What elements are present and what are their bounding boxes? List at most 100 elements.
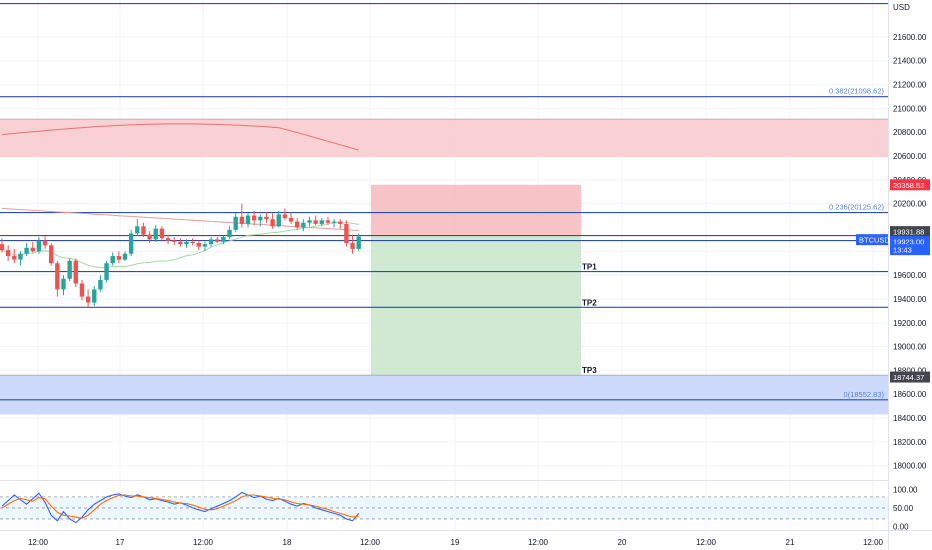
candles — [0, 203, 361, 308]
osc-d-line — [1, 494, 359, 519]
candle-body-18 — [110, 256, 115, 264]
price-tag-entry-bg — [890, 226, 930, 238]
time-label-1: 17 — [116, 538, 125, 547]
time-label-8: 12:00 — [696, 538, 717, 547]
candle-body-1 — [5, 250, 11, 257]
price-tick-10: 19400.00 — [893, 295, 927, 304]
candle-body-33 — [202, 244, 208, 247]
time-label-5: 19 — [451, 538, 460, 547]
candle-body-32 — [196, 242, 201, 247]
candle-body-41 — [251, 215, 257, 221]
stop-loss-area — [371, 184, 581, 236]
candle-body-56 — [344, 223, 349, 243]
price-tag-countdown: 13:43 — [893, 246, 912, 255]
candle-body-0 — [0, 244, 5, 251]
time-label-4: 12:00 — [360, 538, 381, 547]
time-label-2: 12:00 — [193, 538, 214, 547]
time-label-7: 20 — [618, 538, 627, 547]
price-axis-bg — [888, 0, 932, 550]
price-tag-last-bg — [890, 236, 930, 248]
candle-body-3 — [18, 253, 23, 260]
candle-body-45 — [276, 214, 281, 227]
candle-body-4 — [24, 247, 29, 254]
osc-tick-1: 50.00 — [893, 504, 914, 513]
price-tick-16: 18200.00 — [893, 438, 927, 447]
demand-zone — [0, 375, 888, 415]
candle-body-31 — [190, 241, 195, 243]
candle-body-26 — [159, 228, 165, 239]
candle-body-34 — [208, 239, 214, 245]
candle-body-43 — [264, 216, 269, 220]
horizontal-lines[interactable] — [0, 3, 888, 401]
tp-label-1: TP2 — [582, 298, 597, 307]
price-tick-0: 21600.00 — [893, 33, 927, 42]
candle-body-10 — [61, 278, 66, 290]
time-label-0: 12:00 — [28, 538, 49, 547]
currency-label: USD — [893, 3, 910, 12]
candle-body-57 — [350, 242, 355, 249]
candle-body-44 — [270, 219, 275, 227]
price-tick-11: 19200.00 — [893, 319, 927, 328]
zones — [0, 119, 888, 415]
fib-label-1: 0.236(20125.62) — [829, 203, 885, 212]
price-tag-target-bg — [890, 371, 930, 383]
ma-upper-line — [1, 123, 359, 151]
candle-body-24 — [147, 234, 152, 240]
tp-labels: TP1 TP2 TP3 — [582, 263, 597, 376]
price-tag-symbol-bg — [856, 234, 888, 246]
price-tick-7: 20200.00 — [893, 200, 927, 209]
price-tick-17: 18000.00 — [893, 462, 927, 471]
candle-body-21 — [128, 233, 134, 254]
candle-body-15 — [92, 289, 97, 303]
osc-tick-2: 0.00 — [893, 522, 909, 531]
tp-label-0: TP1 — [582, 263, 597, 272]
candle-body-16 — [98, 279, 103, 290]
candle-body-6 — [36, 240, 42, 252]
candle-body-22 — [135, 226, 140, 234]
ma-fast-line — [1, 221, 359, 269]
candle-body-58 — [356, 236, 361, 249]
price-tag-countdown-bg — [890, 244, 930, 256]
time-label-3: 18 — [283, 538, 292, 547]
fib-labels: 0.382(21098.62) 0.236(20125.62) 0(18552.83… — [829, 87, 885, 399]
candle-body-38 — [233, 216, 238, 230]
short-position-tool[interactable] — [371, 184, 581, 376]
price-tag-stop: 20358.52 — [893, 181, 924, 190]
candle-body-42 — [258, 216, 263, 221]
candle-body-48 — [295, 221, 300, 228]
candle-body-30 — [184, 241, 189, 245]
fib-label-2: 0(18552.83) — [844, 390, 885, 399]
candle-body-2 — [12, 256, 17, 260]
candle-body-46 — [282, 214, 288, 218]
candle-body-51 — [313, 220, 318, 224]
price-tick-9: 19600.00 — [893, 271, 927, 280]
candle-body-49 — [301, 222, 306, 228]
candle-body-9 — [55, 263, 60, 290]
price-tick-14: 18600.00 — [893, 390, 927, 399]
time-label-10: 12:00 — [863, 538, 884, 547]
price-tick-2: 21200.00 — [893, 81, 927, 90]
price-tag-stop-bg — [890, 179, 930, 191]
candle-body-25 — [153, 228, 158, 240]
candle-body-13 — [79, 283, 85, 297]
price-tag-target: 18744.37 — [893, 373, 924, 382]
candle-body-11 — [67, 260, 72, 279]
candle-body-19 — [116, 256, 122, 260]
price-tick-1: 21400.00 — [893, 57, 927, 66]
candle-body-55 — [338, 221, 343, 224]
candle-body-47 — [288, 217, 294, 222]
price-tag-last: 19923.00 — [893, 238, 924, 247]
candle-body-27 — [165, 238, 171, 241]
candle-body-23 — [141, 226, 146, 235]
price-tag-entry: 19931.88 — [893, 228, 924, 237]
time-axis[interactable]: 12:00 17 12:00 18 12:00 19 12:00 20 12:00 21 12:00 — [0, 530, 932, 548]
candle-body-5 — [30, 247, 35, 252]
candle-body-20 — [122, 253, 128, 260]
price-tick-15: 18400.00 — [893, 414, 927, 423]
candle-body-8 — [49, 245, 54, 264]
candle-body-36 — [221, 237, 226, 242]
supply-zone — [0, 119, 888, 158]
price-axis[interactable]: USD 21600.00 21400.00 21200.00 21000.00 20800… — [888, 0, 932, 550]
